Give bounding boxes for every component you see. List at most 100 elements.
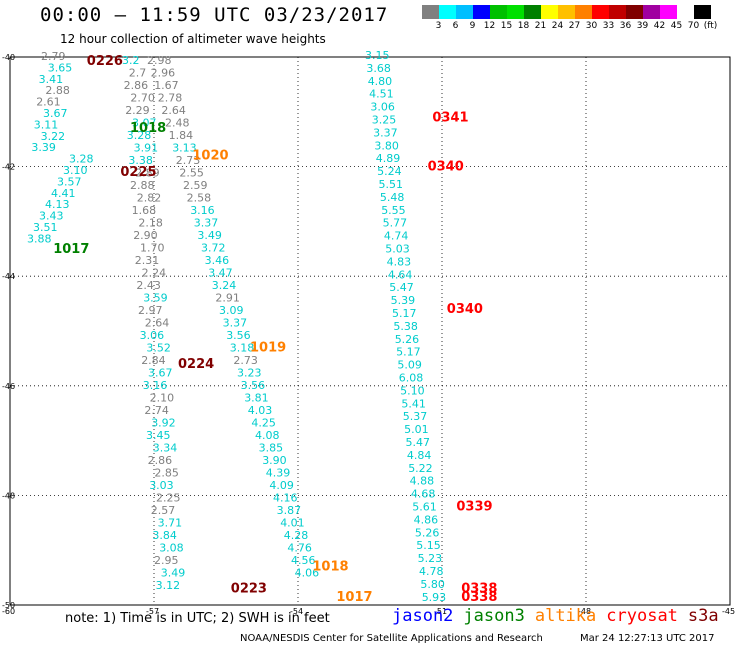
color-legend: 3 6 9 12 15 18 21 24 27 30 33 36 39 42 45 70 (ft) [422,5,732,33]
wave-height-label: 3.16 [190,204,215,217]
legend-swatch [422,5,439,19]
satellite-legend-entry: altika [534,606,597,626]
legend-swatch [643,5,660,19]
wave-height-label: 1.84 [169,129,194,142]
wave-height-label: 4.74 [384,230,409,243]
wave-height-label: 1.68 [132,204,157,217]
wave-height-label: 3.28 [69,153,94,166]
wave-height-label: 2.18 [138,217,163,230]
wave-height-label: 2.59 [183,179,208,192]
wave-height-label: 2.24 [142,267,167,280]
legend-label: 3 [435,21,442,31]
wave-height-label: 3.09 [219,304,244,317]
wave-height-label: 4.56 [291,554,316,567]
wave-height-label: 5.24 [377,165,402,178]
wave-height-label: 5.80 [420,578,445,591]
wave-height-label: 3.59 [143,292,168,305]
legend-label: 12 [483,21,496,31]
wave-height-label: 2.64 [145,317,170,330]
wave-height-label: 3.24 [212,279,237,292]
pass-time-tag: 1019 [250,340,286,355]
wave-height-label: 2.58 [187,192,212,205]
pass-time-tag: 1018 [312,560,348,575]
wave-height-label: 2.61 [36,96,61,109]
wave-height-label: 3.11 [34,118,59,131]
wave-height-label: 5.41 [401,397,426,410]
pass-time-tag: 1017 [336,590,372,605]
wave-height-label: 5.55 [381,204,406,217]
wave-height-label: 5.39 [391,294,416,307]
legend-label: 6 [452,21,459,31]
lon-tick-label: -57 [146,607,159,616]
wave-height-label: 2.85 [154,467,179,480]
wave-height-label: 2.31 [135,254,160,267]
wave-height-label: 6.08 [399,372,424,385]
pass-time-tag: 0340 [428,160,464,175]
legend-swatch [558,5,575,19]
wave-height-label: 4.41 [51,187,76,200]
wave-height-label: 5.10 [400,384,425,397]
wave-height-label: 3.39 [31,141,56,154]
legend-swatch [660,5,677,19]
wave-height-label: 3.92 [151,417,176,430]
wave-height-label: 2.74 [144,404,169,417]
pass-time-tag: 0338 [461,590,497,605]
wave-height-label: 1.70 [140,242,165,255]
legend-label: 27 [568,21,581,31]
wave-height-label: 2.73 [233,354,258,367]
wave-height-label: 5.77 [383,217,408,230]
wave-height-label: 1.67 [154,79,179,92]
satellite-legend: jason2 jason3 altika cryosat s3a [392,606,729,626]
legend-swatch [609,5,626,19]
pass-time-tag: 0226 [87,54,123,69]
wave-height-label: 3.67 [148,367,173,380]
wave-height-label: 3.07 [132,117,157,130]
wave-height-label: 4.76 [287,542,312,555]
wave-height-label: 5.93 [422,591,447,604]
wave-height-label: 4.08 [255,429,280,442]
legend-label: 21 [534,21,547,31]
wave-height-label: 3.57 [57,175,82,188]
wave-height-label: 4.01 [280,517,305,530]
legend-label: 33 [602,21,615,31]
wave-height-label: 5.26 [395,333,420,346]
wave-height-label: 2.82 [137,192,162,205]
legend-label: 15 [500,21,513,31]
wave-height-label: 5.17 [392,307,417,320]
wave-height-label: 3.85 [259,442,284,455]
wave-height-label: 5.17 [396,346,421,359]
wave-height-label: 4.89 [376,152,401,165]
lon-tick-label: -54 [290,607,303,616]
wave-height-label: 5.47 [406,436,431,449]
legend-label: 36 [619,21,632,31]
wave-height-label: 5.23 [418,552,443,565]
wave-height-label: 3.71 [158,517,183,530]
wave-height-label: 4.80 [368,75,393,88]
wave-height-label: 3.49 [197,229,222,242]
map-grid [9,56,731,606]
wave-height-label: 3.08 [159,542,184,555]
wave-height-label: 3.06 [140,329,165,342]
wave-height-label: 3.52 [146,342,171,355]
legend-swatch [694,5,711,19]
note-text: note: 1) Time is in UTC; 2) SWH is in fe… [65,611,330,626]
wave-height-label: 3.80 [374,139,399,152]
wave-height-label: 2.86 [148,454,173,467]
wave-height-label: 5.22 [408,462,433,475]
wave-height-label: 5.03 [385,243,410,256]
lat-tick-label: -50 [2,601,15,610]
legend-label: 42 [653,21,666,31]
wave-height-label: 4.64 [388,268,413,281]
wave-height-label: 3.13 [172,142,197,155]
legend-swatch [456,5,473,19]
wave-height-label: 3.37 [194,217,219,230]
wave-height-label: 3.03 [149,479,174,492]
wave-height-label: 2.55 [179,167,204,180]
pass-time-tag: 1018 [130,121,166,136]
lon-tick-label: -45 [722,607,735,616]
pass-time-tag: 0225 [120,165,156,180]
legend-label: 24 [551,21,564,31]
wave-height-label: 5.26 [415,526,440,539]
wave-height-label: 4.16 [273,492,298,505]
satellite-legend-entry: s3a [687,606,719,626]
